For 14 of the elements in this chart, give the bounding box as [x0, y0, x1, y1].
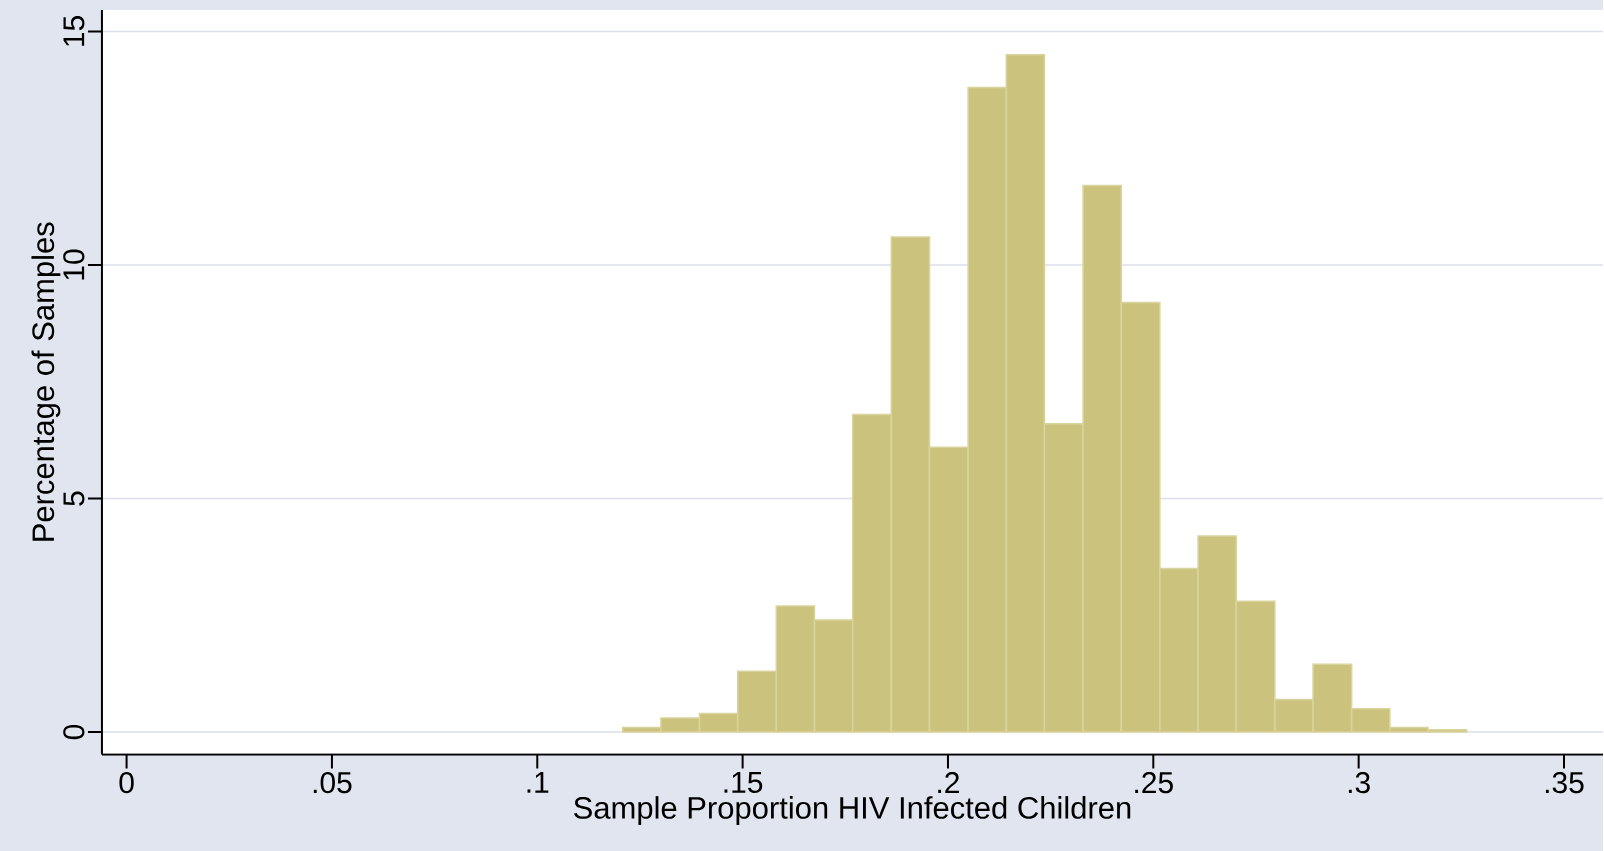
y-tick-label: 15: [63, 15, 85, 46]
x-tick-label: .05: [313, 771, 352, 794]
x-tick-label: .15: [724, 771, 763, 793]
y-tick-label: 10: [63, 249, 85, 280]
y-axis-title: Percentage of Samples: [31, 222, 61, 541]
x-axis-title: Sample Proportion HIV Infected Children: [574, 795, 1131, 825]
x-tick-label: .1: [527, 771, 549, 793]
x-tick-label: .2: [938, 771, 959, 793]
x-tick-label: .25: [1135, 771, 1173, 794]
x-tick-label: .35: [1545, 771, 1584, 794]
x-tick-label: .3: [1348, 771, 1370, 794]
x-tick-label: 0: [119, 771, 134, 794]
y-tick-label: 5: [63, 491, 85, 506]
y-tick-label: 0: [63, 724, 85, 740]
